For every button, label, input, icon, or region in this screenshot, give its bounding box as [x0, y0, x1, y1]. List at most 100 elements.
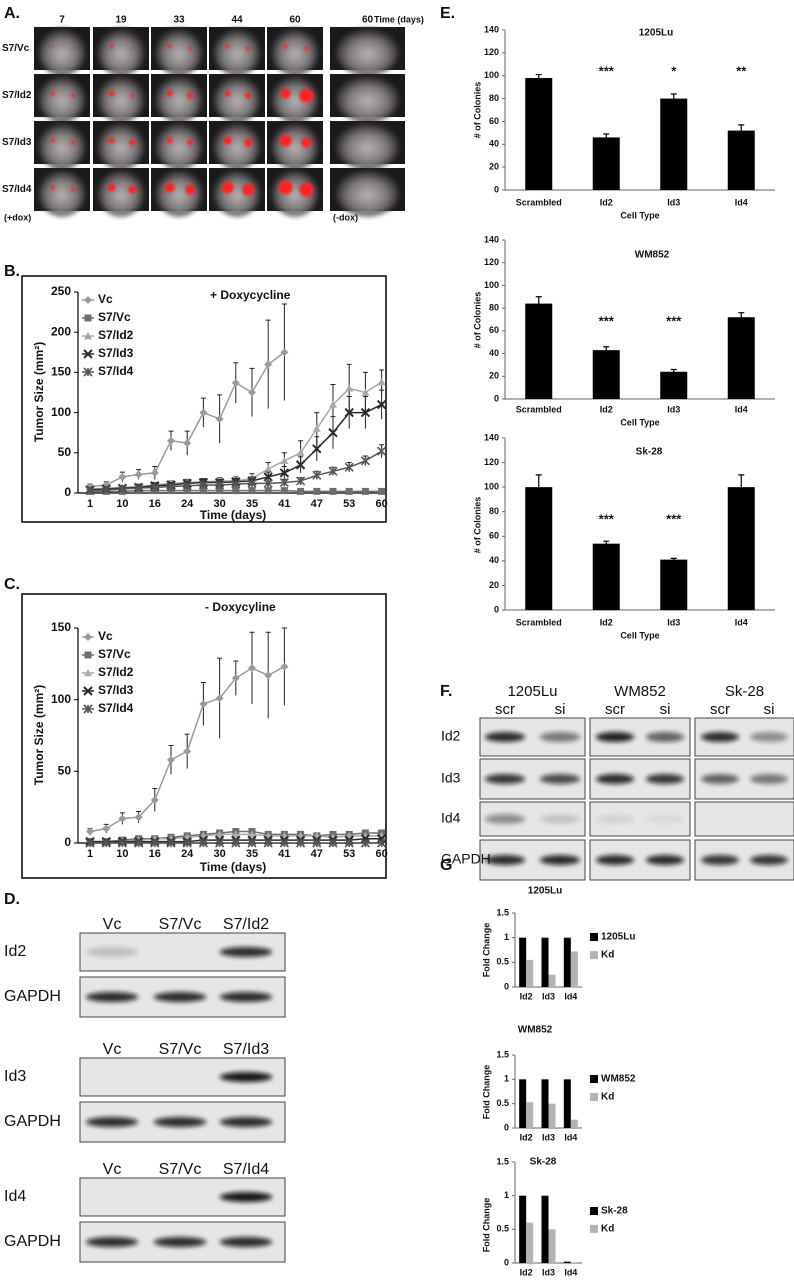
dox-label: (+dox)	[4, 212, 31, 222]
chart-frame	[21, 593, 387, 879]
tumor-spot	[242, 183, 255, 196]
bar	[548, 974, 556, 987]
x-axis-label: Time (days)	[200, 860, 266, 874]
day-label: 60	[289, 15, 301, 26]
day-label: 44	[231, 15, 243, 26]
data-point	[279, 468, 290, 478]
blot-band	[700, 732, 740, 742]
panel-label: F.	[440, 683, 452, 700]
y-tick-label: 1	[504, 1074, 509, 1084]
data-point	[150, 468, 159, 477]
x-tick-label: Id4	[564, 991, 577, 1001]
blot-band	[219, 992, 273, 1002]
data-point	[344, 407, 354, 418]
data-point	[167, 487, 175, 495]
legend-swatch	[590, 1093, 598, 1101]
x-tick-label: 60	[375, 498, 387, 510]
y-tick-label: 80	[489, 303, 499, 313]
error-bar	[738, 474, 745, 500]
legend-label: S7/Id3	[98, 346, 134, 360]
blot-band	[484, 814, 526, 824]
data-point	[199, 699, 208, 708]
y-axis-label: # of Colonies	[472, 292, 482, 349]
error-bar	[535, 296, 542, 311]
panel-label: B.	[4, 263, 20, 280]
data-point	[134, 838, 144, 848]
tumor-spot	[187, 139, 194, 146]
y-tick-label: 0.5	[496, 957, 509, 967]
row-label: Id3	[441, 770, 461, 786]
lane-label: S7/Id3	[223, 1041, 269, 1058]
data-point	[183, 487, 191, 495]
tumor-spot	[108, 137, 115, 144]
data-point	[296, 476, 306, 486]
y-tick-label: 140	[484, 234, 499, 244]
data-point	[248, 830, 256, 838]
blot-band	[645, 774, 685, 784]
blot-band	[645, 732, 685, 742]
y-tick-label: 100	[484, 70, 499, 80]
x-tick-label: 16	[149, 848, 161, 860]
time-label: Time (days)	[374, 14, 424, 24]
data-point	[215, 830, 224, 838]
y-tick-label: 100	[51, 692, 71, 706]
data-point	[376, 399, 387, 410]
legend-swatch	[590, 951, 598, 959]
data-point	[231, 830, 240, 838]
significance-label: *	[671, 63, 677, 78]
data-point	[232, 487, 240, 495]
bar	[526, 1222, 534, 1263]
legend-marker	[83, 349, 93, 359]
lane-label: scr	[495, 701, 515, 718]
legend-marker	[83, 367, 93, 377]
error-bar	[670, 557, 677, 561]
x-tick-label: Id3	[667, 404, 680, 414]
tumor-spot	[71, 187, 76, 192]
legend-marker	[84, 332, 92, 340]
y-tick-label: 0.5	[496, 1098, 509, 1108]
legend-label: Kd	[601, 1092, 614, 1103]
tumor-spot	[167, 44, 172, 49]
mouse-body	[97, 122, 145, 170]
data-point	[216, 487, 224, 495]
mouse-body	[336, 169, 399, 217]
blot-band	[539, 732, 581, 742]
y-tick-label: 60	[489, 531, 499, 541]
legend-label: S7/Id2	[98, 328, 134, 342]
panel-label: C.	[4, 576, 20, 593]
y-tick-label: 100	[484, 280, 499, 290]
blot-band	[484, 774, 526, 784]
data-point	[329, 400, 337, 408]
y-axis-label: Tumor Size (mm²)	[32, 342, 46, 442]
data-point	[361, 388, 370, 396]
y-tick-label: 0	[504, 1257, 509, 1267]
blot-band	[153, 1117, 207, 1127]
x-axis-label: Time (days)	[200, 508, 266, 522]
row-label: Id4	[441, 810, 461, 826]
data-point	[101, 485, 111, 495]
data-point	[312, 470, 322, 480]
mouse-body	[213, 169, 261, 217]
legend-marker	[84, 296, 92, 304]
y-tick-label: 250	[51, 284, 71, 298]
blot-band	[539, 774, 581, 784]
y-tick-label: 150	[51, 620, 71, 634]
x-tick-label: Id3	[667, 617, 680, 627]
y-axis-label: # of Colonies	[472, 497, 482, 554]
blot-band	[85, 947, 139, 957]
blot-band	[595, 855, 635, 865]
blot-band	[85, 1237, 139, 1247]
y-tick-label: 100	[51, 405, 71, 419]
data-point	[279, 838, 289, 848]
data-point	[248, 388, 256, 397]
data-point	[279, 477, 289, 488]
error-bar	[603, 540, 610, 547]
bar	[727, 487, 755, 610]
y-tick-label: 1	[504, 932, 509, 942]
x-axis-label: Cell Type	[620, 210, 659, 220]
row-label: GAPDH	[441, 851, 491, 867]
x-tick-label: 47	[311, 498, 323, 510]
blot-band	[153, 1237, 207, 1247]
data-point	[328, 838, 338, 848]
y-tick-label: 50	[58, 764, 72, 778]
